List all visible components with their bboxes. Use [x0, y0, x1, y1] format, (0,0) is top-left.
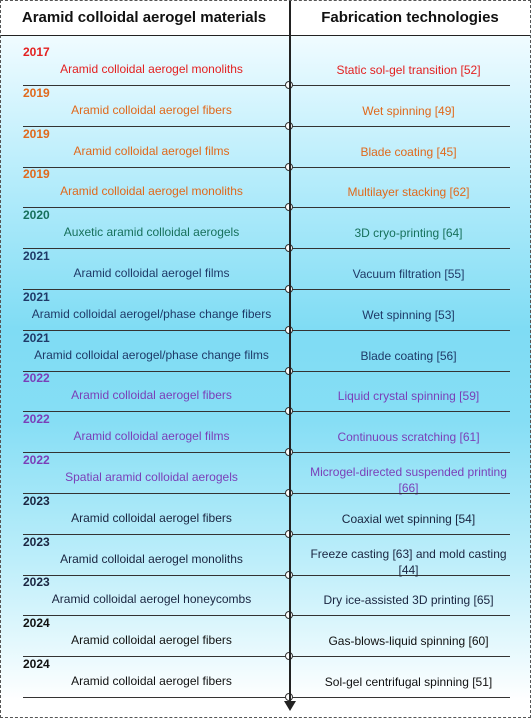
- row-separator: [23, 166, 510, 168]
- timeline-row: 2022 Aramid colloidal aerogel fibers Liqui…: [1, 371, 530, 416]
- timeline-row: 2019 Aramid colloidal aerogel fibers Wet s…: [1, 85, 530, 130]
- timeline-row: 2021 Aramid colloidal aerogel/phase chang…: [1, 330, 530, 375]
- year-label: 2020: [23, 208, 50, 223]
- material-label: Aramid colloidal aerogel monoliths: [60, 62, 243, 76]
- year-label: 2021: [23, 289, 50, 304]
- year-label: 2023: [23, 534, 50, 549]
- technology-label: Multilayer stacking [62]: [347, 185, 470, 200]
- year-label: 2024: [23, 657, 50, 671]
- row-separator: [23, 656, 510, 658]
- year-label: 2022: [23, 371, 50, 386]
- technology-label: Sol-gel centrifugal spinning [51]: [324, 675, 493, 689]
- material-label: Aramid colloidal aerogel films: [73, 143, 230, 158]
- technology-label: 3D cryo-printing [64]: [354, 226, 463, 241]
- technology-label: Continuous scratching [61]: [337, 430, 480, 445]
- technology-label: Freeze casting [63] and mold casting [44…: [310, 546, 507, 577]
- material-label: Aramid colloidal aerogel/phase change fi…: [34, 347, 269, 362]
- timeline-row: 2022 Spatial aramid colloidal aerogels Mic…: [1, 453, 530, 497]
- material-label: Aramid colloidal aerogel films: [73, 266, 230, 280]
- row-separator: [23, 574, 510, 576]
- timeline-axis: [289, 1, 291, 706]
- year-label: 2022: [23, 412, 50, 427]
- timeline-row: 2021 Aramid colloidal aerogel/phase chang…: [1, 289, 530, 334]
- material-label: Aramid colloidal aerogel/phase change fi…: [31, 306, 272, 321]
- timeline-row: 2023 Aramid colloidal aerogel monoliths Fr…: [1, 534, 530, 579]
- material-label: Auxetic aramid colloidal aerogels: [63, 225, 240, 240]
- timeline-row: 2023 Aramid colloidal aerogel fibers Coaxi…: [1, 493, 530, 538]
- row-separator: [23, 533, 510, 535]
- material-label: Aramid colloidal aerogel monoliths: [60, 184, 243, 199]
- technology-label: Coaxial wet spinning [54]: [341, 511, 476, 526]
- material-label: Aramid colloidal aerogel films: [73, 429, 230, 444]
- year-label: 2021: [23, 330, 50, 345]
- year-label: 2019: [23, 85, 50, 100]
- material-label: Aramid colloidal aerogel fibers: [71, 510, 232, 525]
- timeline-row: 2019 Aramid colloidal aerogel films Blade …: [1, 126, 530, 171]
- timeline-row: 2024 Aramid colloidal aerogel fibers Gas-b…: [1, 616, 530, 661]
- row-separator: [23, 370, 510, 372]
- material-label: Aramid colloidal aerogel fibers: [71, 102, 232, 117]
- technology-label: Wet spinning [53]: [362, 307, 455, 322]
- row-separator: [23, 411, 510, 413]
- year-label: 2019: [23, 126, 50, 141]
- timeline-row: 2023 Aramid colloidal aerogel honeycombs D…: [1, 575, 530, 620]
- technology-label: Wet spinning [49]: [362, 103, 455, 118]
- row-separator: [23, 207, 510, 209]
- technology-label: Liquid crystal spinning [59]: [337, 389, 480, 404]
- material-label: Aramid colloidal aerogel monoliths: [60, 551, 243, 566]
- material-label: Aramid colloidal aerogel fibers: [71, 388, 232, 403]
- technologies-column-header: Fabrication technologies: [321, 9, 499, 26]
- technology-label: Microgel-directed suspended printing [66…: [310, 465, 507, 495]
- technology-label: Blade coating [56]: [360, 348, 457, 363]
- technology-label: Gas-blows-liquid spinning [60]: [328, 634, 489, 649]
- row-separator: [23, 125, 510, 127]
- row-separator: [23, 452, 510, 454]
- material-label: Aramid colloidal aerogel fibers: [71, 633, 232, 648]
- technology-label: Blade coating [45]: [360, 144, 457, 159]
- timeline-arrowhead: [284, 701, 296, 711]
- row-separator: [23, 493, 510, 494]
- row-separator: [23, 85, 510, 86]
- timeline-row: 2020 Auxetic aramid colloidal aerogels 3D …: [1, 208, 530, 253]
- material-label: Aramid colloidal aerogel honeycombs: [51, 592, 252, 607]
- technology-label: Vacuum filtration [55]: [352, 267, 465, 281]
- timeline-row: 2021 Aramid colloidal aerogel films Vacuum…: [1, 249, 530, 293]
- year-label: 2024: [23, 616, 50, 631]
- year-label: 2022: [23, 453, 50, 467]
- timeline-row: 2022 Aramid colloidal aerogel films Contin…: [1, 412, 530, 457]
- row-separator: [23, 697, 510, 698]
- materials-column-header: Aramid colloidal aerogel materials: [21, 9, 267, 26]
- row-separator: [23, 248, 510, 250]
- row-separator: [23, 329, 510, 331]
- timeline-row: 2017 Aramid colloidal aerogel monoliths St…: [1, 45, 530, 89]
- row-separator: [23, 289, 510, 290]
- material-label: Spatial aramid colloidal aerogels: [65, 470, 238, 484]
- timeline-row: 2019 Aramid colloidal aerogel monoliths Mu…: [1, 167, 530, 212]
- material-label: Aramid colloidal aerogel fibers: [71, 674, 232, 688]
- technology-label: Static sol-gel transition [52]: [336, 63, 481, 77]
- year-label: 2021: [23, 249, 50, 263]
- timeline-row: 2024 Aramid colloidal aerogel fibers Sol-g…: [1, 657, 530, 701]
- year-label: 2023: [23, 575, 50, 590]
- table-header: Aramid colloidal aerogel materials Fabri…: [1, 1, 530, 36]
- year-label: 2019: [23, 167, 50, 182]
- row-separator: [23, 615, 510, 617]
- technology-label: Dry ice-assisted 3D printing [65]: [323, 593, 494, 608]
- year-label: 2017: [23, 45, 50, 59]
- year-label: 2023: [23, 493, 50, 508]
